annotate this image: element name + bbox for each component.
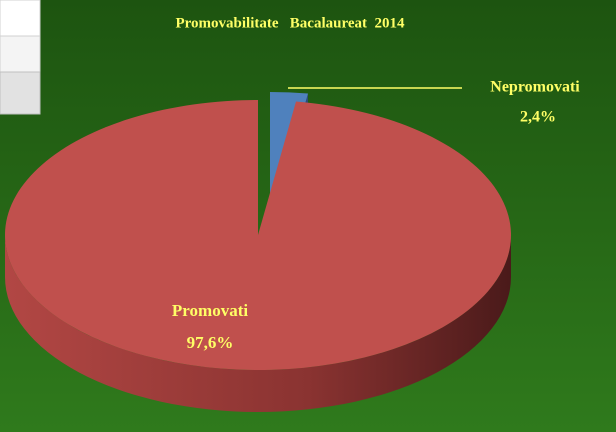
slice bbox=[5, 100, 511, 371]
value-label: 2,4% bbox=[520, 109, 556, 126]
corner-panel bbox=[0, 0, 41, 115]
category-label: Nepromovati bbox=[490, 79, 580, 96]
chart-title: Promovabilitate Bacalaureat 2014 bbox=[176, 15, 405, 31]
pie-side bbox=[5, 235, 511, 412]
category-label: Promovati bbox=[172, 301, 248, 320]
value-label: 97,6% bbox=[187, 333, 234, 352]
